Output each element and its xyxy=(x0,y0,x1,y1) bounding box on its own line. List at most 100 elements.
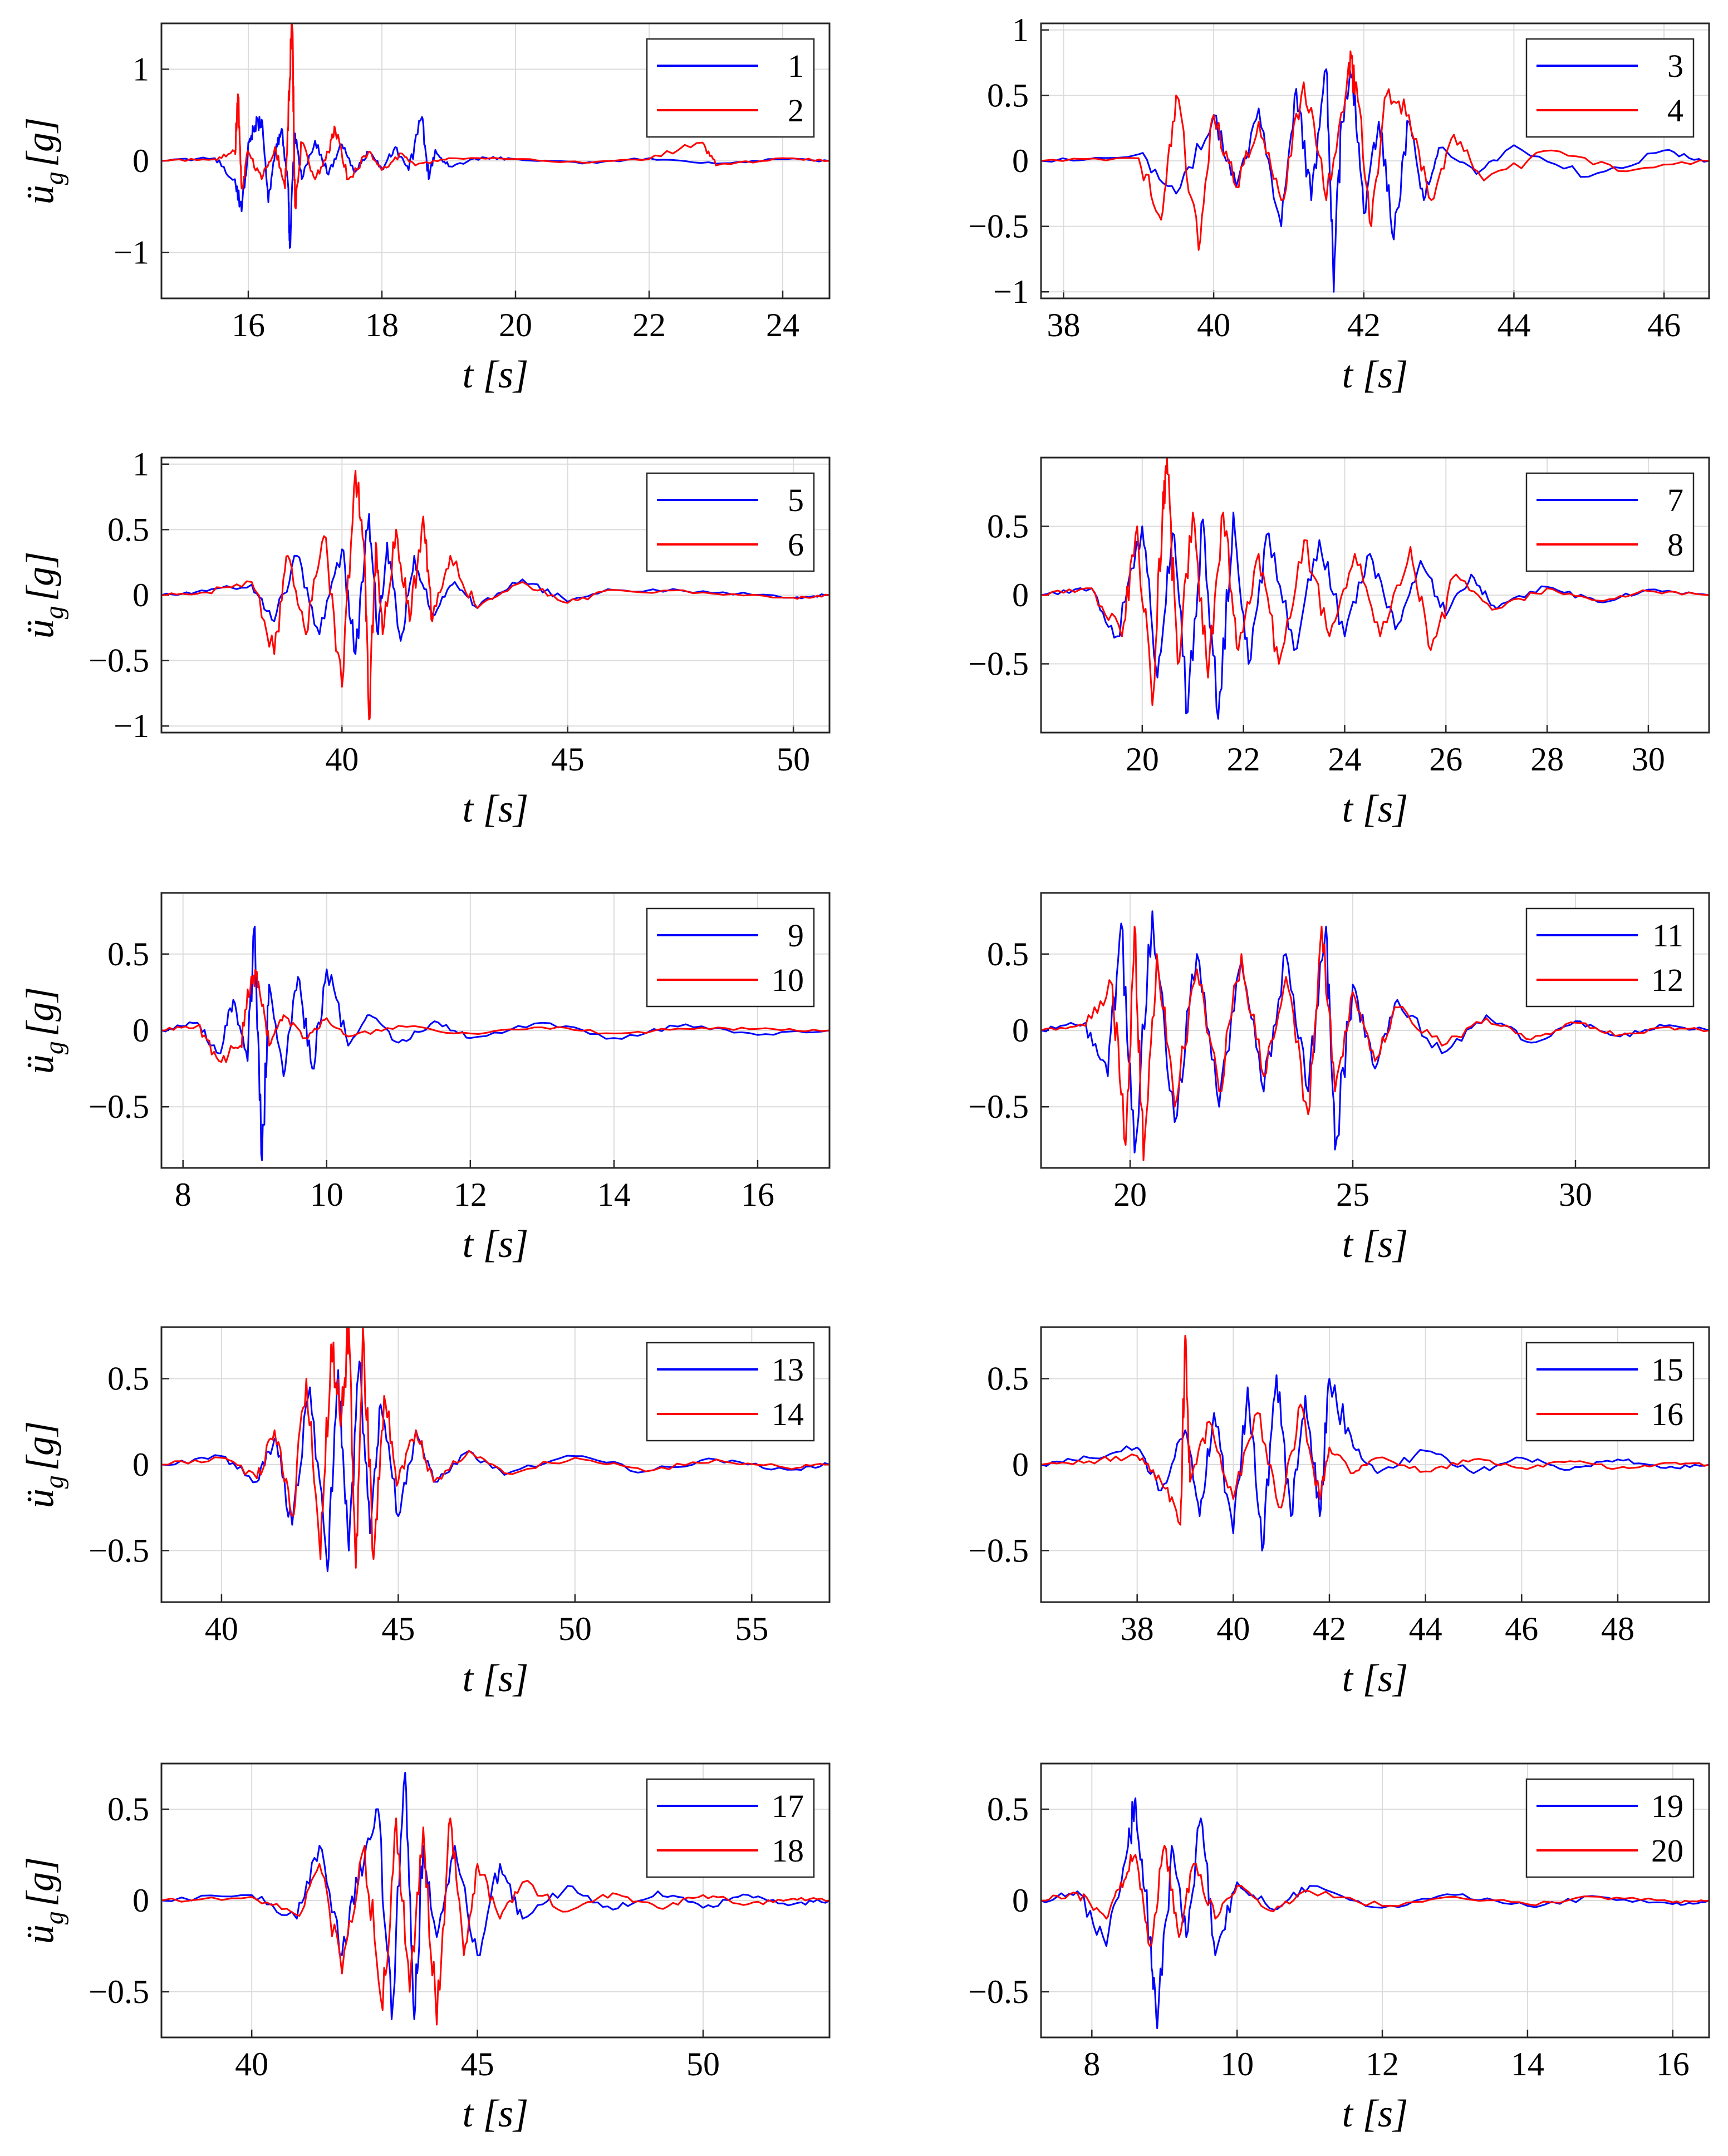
series-line-17 xyxy=(161,1771,829,2020)
y-tick-label: −0.5 xyxy=(968,1088,1029,1125)
legend-label: 17 xyxy=(772,1788,804,1824)
series-line-14 xyxy=(161,1327,829,1569)
x-tick-label: 48 xyxy=(1601,1610,1634,1647)
x-tick-label: 30 xyxy=(1632,741,1665,778)
x-axis-label: t [s] xyxy=(463,1657,529,1700)
legend-label: 5 xyxy=(788,482,804,518)
x-tick-label: 40 xyxy=(1197,307,1230,343)
x-tick-label: 44 xyxy=(1497,307,1530,343)
y-tick-label: −1 xyxy=(993,273,1029,310)
x-tick-label: 10 xyxy=(310,1176,343,1213)
x-tick-label: 46 xyxy=(1647,307,1681,343)
x-tick-label: 26 xyxy=(1429,741,1462,778)
legend-label: 16 xyxy=(1651,1396,1683,1432)
y-tick-label: 0 xyxy=(1012,577,1029,613)
x-axis-label: t [s] xyxy=(463,1223,529,1266)
x-tick-label: 30 xyxy=(1559,1176,1592,1213)
y-tick-label: −0.5 xyxy=(89,1973,149,2010)
x-tick-label: 45 xyxy=(381,1610,415,1647)
series-line-20 xyxy=(1041,1845,1709,1947)
y-tick-label: 0.5 xyxy=(987,77,1029,114)
x-tick-label: 24 xyxy=(766,307,799,343)
axes-box xyxy=(160,456,831,734)
x-tick-label: 20 xyxy=(1113,1176,1147,1213)
y-tick-label: 0 xyxy=(1012,1882,1029,1919)
series-line-12 xyxy=(1041,925,1709,1161)
axes-box xyxy=(1040,892,1710,1169)
y-axis-label: üg[g] xyxy=(19,1421,69,1508)
series-line-10 xyxy=(161,969,829,1063)
legend-box xyxy=(1525,1778,1695,1878)
x-tick-label: 50 xyxy=(686,2046,720,2083)
y-tick-label: 0.5 xyxy=(987,1361,1029,1397)
x-tick-label: 40 xyxy=(205,1610,238,1647)
y-tick-label: 0.5 xyxy=(107,511,149,548)
legend-label: 14 xyxy=(772,1396,804,1432)
x-tick-label: 20 xyxy=(1126,741,1159,778)
x-tick-label: 22 xyxy=(1227,741,1260,778)
x-tick-label: 50 xyxy=(558,1610,592,1647)
y-tick-label: −0.5 xyxy=(968,208,1029,245)
axes-box xyxy=(1040,1762,1710,2039)
y-tick-label: 0.5 xyxy=(987,508,1029,545)
chart-panel-1: 16 18 20 22 24−101 12t [s]üg[g] xyxy=(19,22,831,396)
legend-box xyxy=(1525,907,1695,1008)
axes-box xyxy=(1040,456,1710,734)
legend-box xyxy=(646,1778,815,1878)
legend-label: 7 xyxy=(1667,482,1683,518)
series-line-19 xyxy=(1041,1797,1709,2030)
legend-label: 19 xyxy=(1651,1788,1683,1824)
x-tick-label: 16 xyxy=(741,1176,774,1213)
x-axis-label: t [s] xyxy=(463,353,529,396)
y-tick-label: −1 xyxy=(114,708,149,744)
legend-box xyxy=(646,472,815,572)
y-axis-label: üg[g] xyxy=(19,987,69,1074)
legend-box xyxy=(646,907,815,1008)
x-tick-label: 45 xyxy=(461,2046,494,2083)
y-tick-label: 0 xyxy=(132,1446,149,1483)
x-tick-label: 8 xyxy=(1083,2046,1100,2083)
legend-box xyxy=(646,1342,815,1442)
legend-label: 13 xyxy=(772,1352,804,1388)
x-tick-label: 46 xyxy=(1505,1610,1538,1647)
series-line-11 xyxy=(1041,910,1709,1154)
x-tick-label: 24 xyxy=(1328,741,1361,778)
y-tick-label: 0.5 xyxy=(107,1791,149,1828)
x-tick-label: 42 xyxy=(1313,1610,1346,1647)
x-tick-label: 42 xyxy=(1347,307,1381,343)
axes-box xyxy=(160,22,831,299)
x-tick-label: 40 xyxy=(325,741,359,778)
legend-box xyxy=(1525,472,1695,572)
x-tick-label: 22 xyxy=(632,307,666,343)
x-axis-label: t [s] xyxy=(1342,788,1408,831)
legend-label: 18 xyxy=(772,1833,804,1869)
legend: 78 xyxy=(1525,472,1695,572)
y-tick-label: 1 xyxy=(132,446,149,483)
x-tick-label: 18 xyxy=(365,307,399,343)
x-tick-label: 8 xyxy=(175,1176,192,1213)
legend-label: 6 xyxy=(788,527,804,563)
x-tick-label: 38 xyxy=(1047,307,1080,343)
y-tick-label: −1 xyxy=(114,234,149,271)
legend-box xyxy=(1525,1342,1695,1442)
x-tick-label: 40 xyxy=(235,2046,268,2083)
y-tick-label: 0 xyxy=(132,1012,149,1049)
series-line-5 xyxy=(161,513,829,655)
legend-label: 15 xyxy=(1651,1352,1683,1388)
x-axis-label: t [s] xyxy=(463,2093,529,2135)
y-tick-label: −0.5 xyxy=(89,1532,149,1569)
x-tick-label: 10 xyxy=(1220,2046,1254,2083)
y-tick-label: 0 xyxy=(132,1882,149,1919)
y-axis-label: üg[g] xyxy=(19,1857,69,1944)
series-line-4 xyxy=(1041,50,1709,251)
